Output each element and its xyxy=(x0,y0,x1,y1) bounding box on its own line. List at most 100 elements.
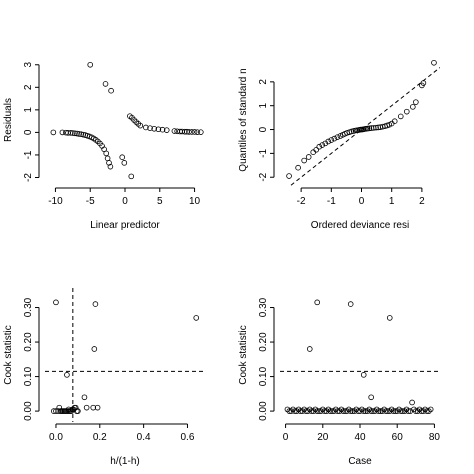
data-point xyxy=(431,59,437,66)
data-point xyxy=(65,406,72,413)
x-tick-label: -10 xyxy=(48,196,63,207)
data-point xyxy=(198,129,204,135)
data-point xyxy=(50,129,57,136)
x-tick-label: 10 xyxy=(189,196,201,207)
data-point xyxy=(104,155,111,162)
data-point xyxy=(67,130,74,136)
data-point xyxy=(137,122,144,129)
data-point xyxy=(128,173,135,180)
chart-panel-3: 0.0 0.2 0.4 0.6 0.00 0.10 0.20 0.30 h/(1-h) Cook … xyxy=(3,288,205,467)
data-point xyxy=(305,408,311,414)
y-tick-label: 1 xyxy=(258,102,269,108)
data-point xyxy=(375,408,382,414)
data-point xyxy=(171,128,178,134)
data-point xyxy=(299,408,306,414)
data-point xyxy=(334,134,341,140)
data-point xyxy=(103,150,110,157)
data-point xyxy=(306,346,313,352)
data-point xyxy=(188,129,195,135)
data-point xyxy=(394,408,401,414)
data-point xyxy=(147,125,153,131)
data-point xyxy=(92,301,99,307)
data-point xyxy=(53,408,59,414)
data-point xyxy=(322,140,329,147)
data-point xyxy=(314,299,321,306)
y-tick-label: 0.00 xyxy=(258,401,269,421)
data-point xyxy=(386,315,393,321)
y-tick-label: 2 xyxy=(258,79,269,85)
y-tick-label: 0.30 xyxy=(23,297,34,317)
data-point xyxy=(293,408,300,414)
data-point xyxy=(328,137,335,143)
y-tick-label: -1 xyxy=(258,149,269,158)
data-point xyxy=(83,404,90,411)
y-axis-title: Quantiles of standard n xyxy=(238,68,249,171)
data-point xyxy=(401,408,408,414)
data-point xyxy=(413,99,419,105)
plot-area xyxy=(45,288,205,422)
y-axis-title: Cook statistic xyxy=(3,325,14,384)
data-point xyxy=(405,408,412,414)
y-tick-label: 2 xyxy=(23,84,34,90)
x-tick-label: 5 xyxy=(157,196,163,207)
data-point xyxy=(323,408,330,414)
data-point xyxy=(151,125,158,132)
y-tick-label: 0.00 xyxy=(23,401,34,421)
y-tick-label: 0 xyxy=(23,129,34,135)
x-tick-label: 0.6 xyxy=(181,432,195,443)
data-point xyxy=(391,118,398,124)
data-point xyxy=(325,138,332,145)
data-point xyxy=(360,408,367,414)
data-point xyxy=(78,131,84,138)
data-point xyxy=(119,154,126,161)
x-tick-label: 80 xyxy=(429,432,441,443)
data-point xyxy=(327,408,334,414)
y-tick-label: 3 xyxy=(23,62,34,68)
y-tick-label: -2 xyxy=(258,172,269,181)
data-point xyxy=(383,408,389,414)
data-point xyxy=(373,124,379,131)
x-tick-label: 0 xyxy=(122,196,128,207)
x-tick-label: -5 xyxy=(86,196,95,207)
data-point xyxy=(368,408,374,414)
y-tick-label: 0.20 xyxy=(258,332,269,352)
y-axis-title: Cook statistic xyxy=(238,325,249,384)
data-point xyxy=(305,154,312,160)
data-point xyxy=(310,408,317,414)
data-point xyxy=(403,108,410,115)
chart-panel-2: -2 -1 0 1 2 -2 -1 0 1 2 Ordered deviance resi Quant… xyxy=(238,59,440,231)
data-point xyxy=(193,315,200,321)
data-point xyxy=(194,129,201,135)
x-tick-label: 0 xyxy=(359,196,365,207)
data-point xyxy=(50,408,57,414)
x-axis-title: Ordered deviance resi xyxy=(311,220,409,231)
data-point xyxy=(331,135,338,142)
data-point xyxy=(286,173,292,179)
data-point xyxy=(420,408,427,414)
x-tick-label: 2 xyxy=(419,196,425,207)
data-point xyxy=(295,164,301,171)
data-point xyxy=(360,372,367,378)
data-point xyxy=(314,408,321,414)
data-point xyxy=(191,129,198,135)
data-point xyxy=(301,157,307,164)
data-point xyxy=(90,404,97,411)
data-point xyxy=(409,399,415,406)
data-point xyxy=(70,130,76,136)
x-tick-label: 60 xyxy=(392,432,404,443)
data-point xyxy=(59,129,66,136)
data-point xyxy=(87,61,94,68)
x-tick-label: 20 xyxy=(317,432,329,443)
data-point xyxy=(107,163,114,170)
data-point xyxy=(348,128,355,135)
data-point xyxy=(344,408,350,414)
x-axis-title: Case xyxy=(348,456,372,467)
y-tick-label: 0 xyxy=(258,126,269,132)
data-point xyxy=(316,143,323,150)
data-point xyxy=(357,408,363,414)
data-point xyxy=(186,129,192,135)
data-point xyxy=(372,408,378,414)
data-point xyxy=(94,404,101,411)
data-point xyxy=(108,87,114,94)
